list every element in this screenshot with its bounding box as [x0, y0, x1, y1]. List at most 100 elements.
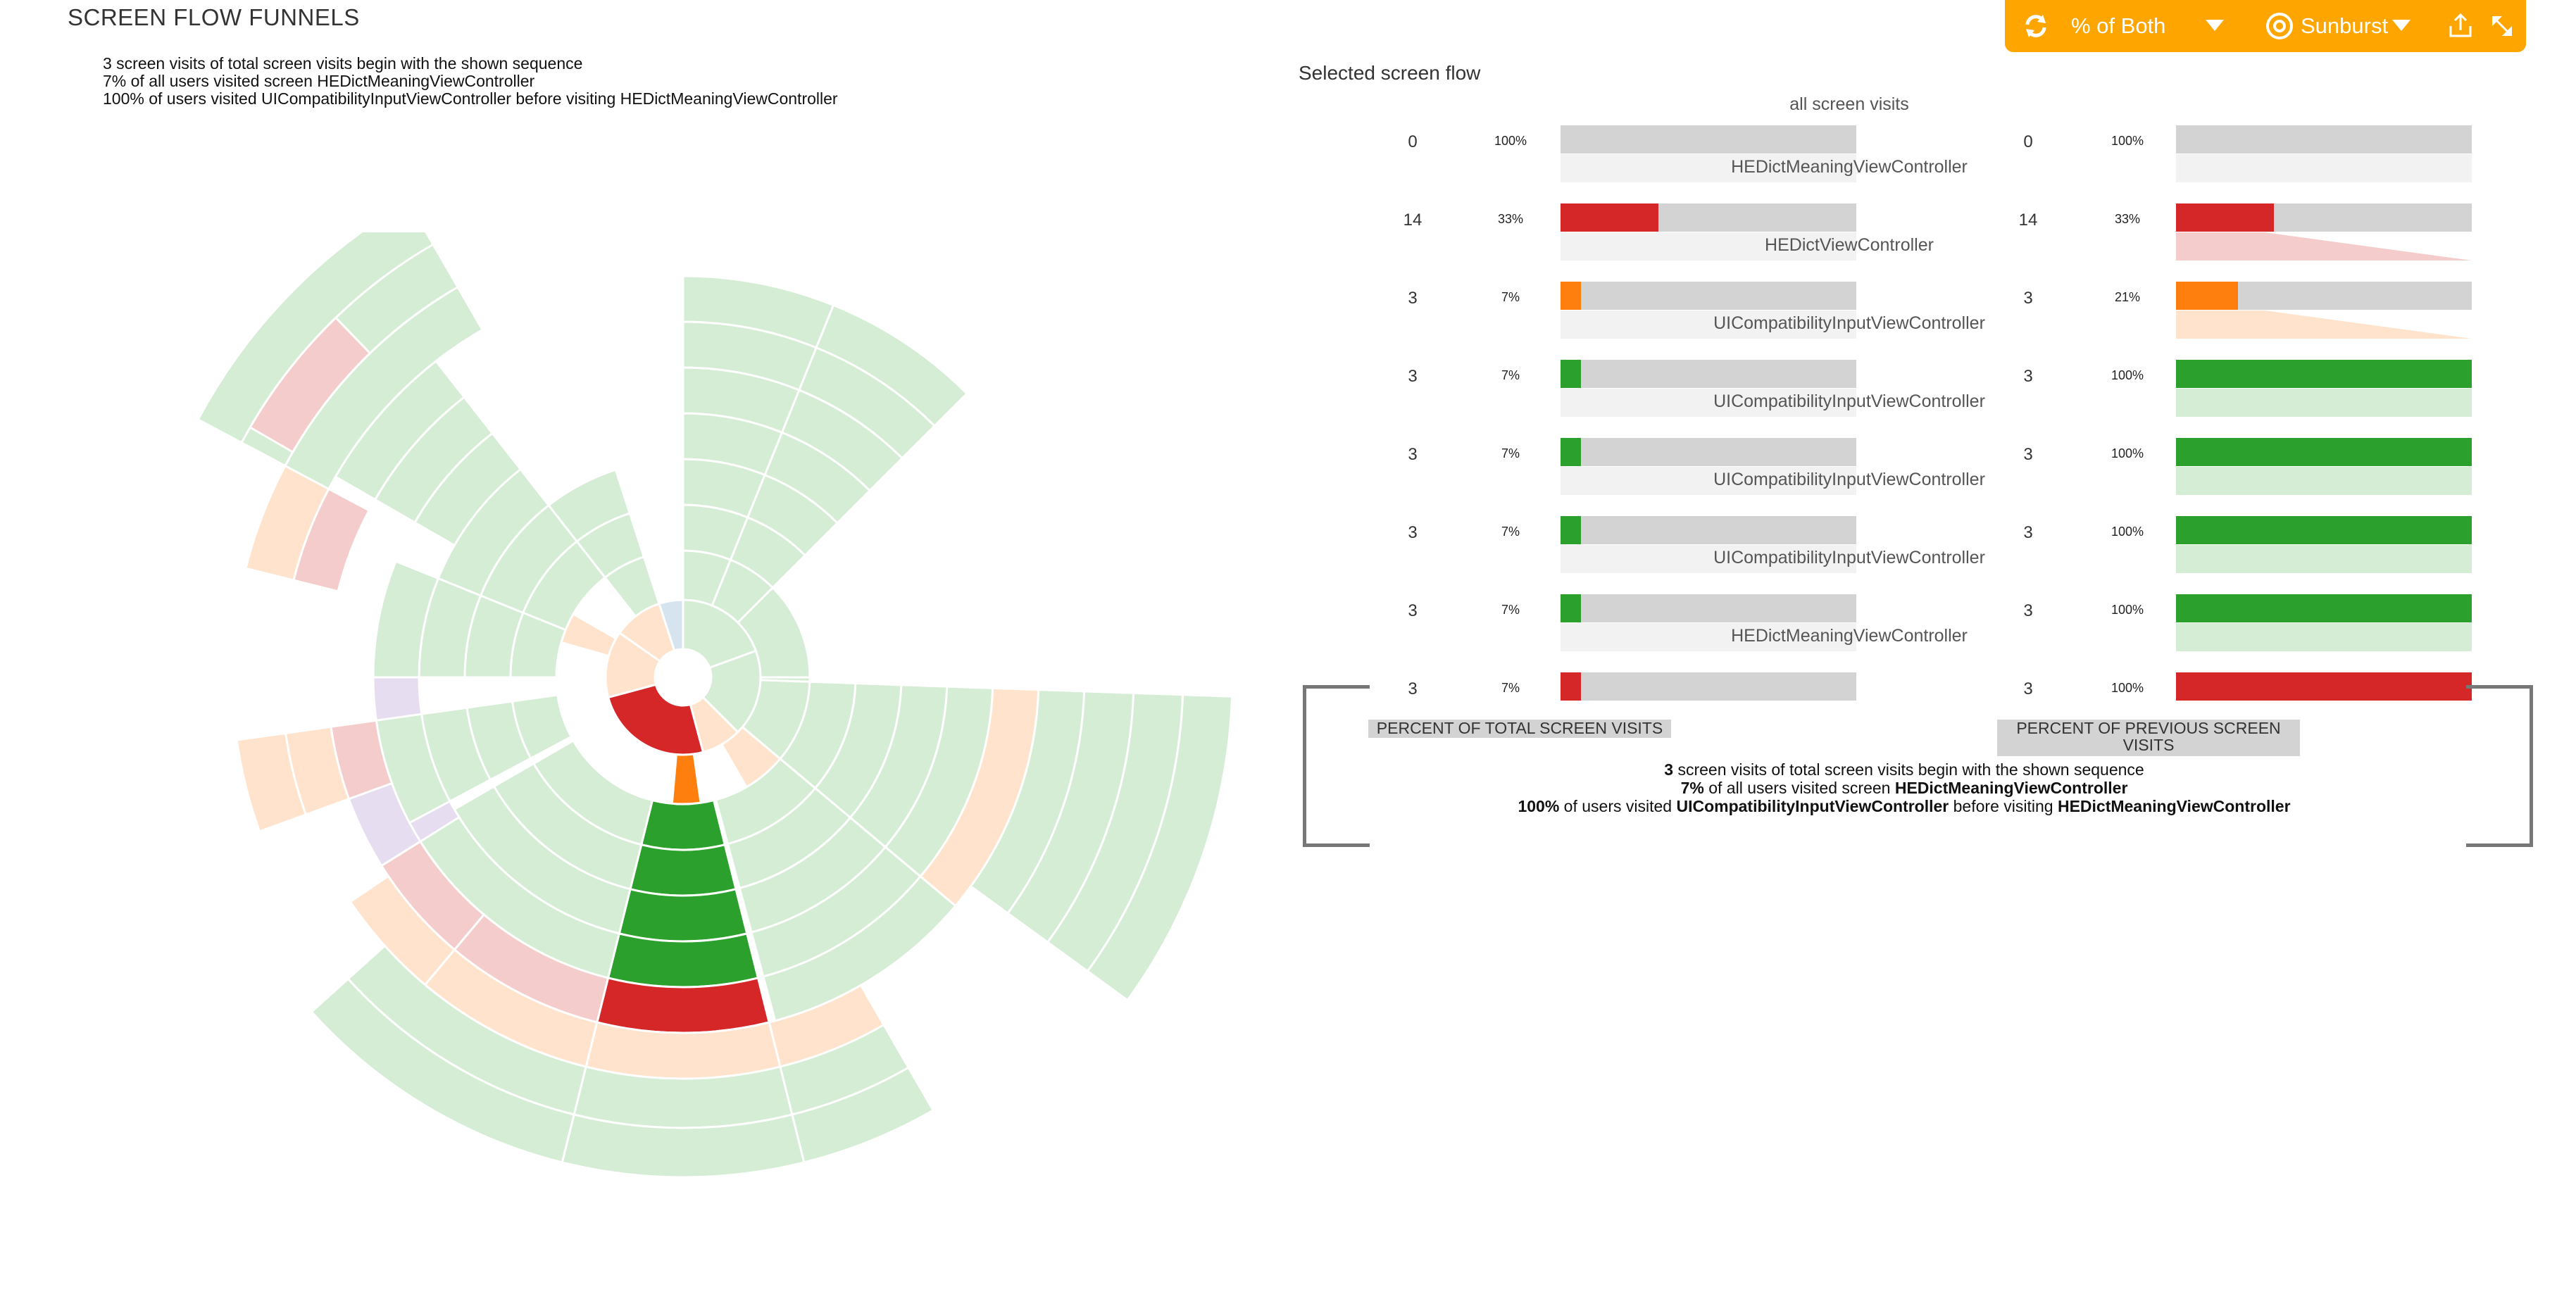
flow-total-bar-fill: [1561, 594, 1582, 622]
flow-total-pct: 7%: [1501, 681, 1520, 695]
flow-total-bar[interactable]: [1561, 594, 1856, 622]
caret-down-icon: [2392, 20, 2411, 31]
flow-prev-count: 3: [2023, 523, 2033, 542]
sunburst-segment[interactable]: [249, 316, 372, 454]
flow-prev-bar[interactable]: [2176, 516, 2472, 544]
flow-prev-label-bg: [2176, 389, 2472, 417]
flow-prev-bar[interactable]: [2176, 594, 2472, 622]
chart-type-label: Sunburst: [2301, 13, 2389, 38]
export-icon: [2449, 13, 2472, 37]
flow-prev-label-bg: [2176, 310, 2472, 339]
flow-prev-pct: 100%: [2111, 681, 2144, 695]
flow-prev-bar[interactable]: [2176, 438, 2472, 466]
mode-select[interactable]: % of Both: [2071, 0, 2165, 52]
flow-prev-label-bg: [2176, 623, 2472, 651]
flow-total-bar[interactable]: [1561, 438, 1856, 466]
flow-total-bar[interactable]: [1561, 125, 1856, 153]
mode-label: % of Both: [2071, 13, 2166, 38]
flow-total-count: 3: [1408, 679, 1418, 698]
sunburst-segment[interactable]: [1086, 694, 1234, 1002]
caret-down-icon: [2206, 20, 2224, 31]
flow-total-count: 3: [1408, 601, 1418, 620]
expand-icon: [2492, 16, 2512, 36]
flow-total-pct: 100%: [1494, 134, 1527, 148]
flow-prev-bar-fill: [2176, 360, 2472, 388]
flow-total-pct: 7%: [1501, 290, 1520, 304]
summary-line-2: 7% of all users visited screen HEDictMea…: [103, 72, 535, 90]
flow-total-bar[interactable]: [1561, 282, 1856, 310]
flow-prev-bar-fill: [2176, 672, 2472, 701]
sunburst-selected-segment[interactable]: [629, 843, 737, 897]
flow-prev-count: 3: [2023, 445, 2033, 464]
export-button[interactable]: [2446, 0, 2475, 52]
sunburst-segment[interactable]: [372, 676, 423, 722]
flow-total-bar[interactable]: [1561, 203, 1856, 232]
refresh-icon: [2025, 15, 2046, 37]
flow-summary: 3 screen visits of total screen visits b…: [1299, 760, 2510, 815]
flow-total-bar-fill: [1561, 203, 1658, 232]
flow-prev-label-bg: [2176, 467, 2472, 495]
flow-total-bar[interactable]: [1561, 360, 1856, 388]
sunburst-selected-segment[interactable]: [606, 932, 760, 989]
flow-prev-count: 3: [2023, 289, 2033, 308]
axis-label-total: PERCENT OF TOTAL SCREEN VISITS: [1368, 720, 1671, 738]
right-bracket: [2466, 685, 2533, 847]
flow-prev-pct: 100%: [2111, 525, 2144, 539]
axis-label-previous: PERCENT OF PREVIOUS SCREEN VISITS: [1997, 720, 2300, 756]
sunburst-selected-segment[interactable]: [639, 798, 727, 851]
sunburst-segment[interactable]: [762, 874, 957, 1022]
summary-line-1: 3 screen visits of total screen visits b…: [103, 54, 583, 73]
sunburst-segment[interactable]: [310, 977, 575, 1164]
flow-prev-bar-fill: [2176, 282, 2239, 310]
mode-dropdown-arrow[interactable]: [2206, 0, 2224, 52]
flow-prev-bar[interactable]: [2176, 203, 2472, 232]
flow-prev-count: 3: [2023, 601, 2033, 620]
sunburst-segment[interactable]: [658, 598, 684, 652]
flow-prev-pct: 100%: [2111, 368, 2144, 382]
flow-label-bg: [1561, 545, 1856, 573]
flow-screen-label: HEDictViewController: [1765, 235, 1934, 255]
flow-total-count: 0: [1408, 132, 1418, 151]
sunburst-segment[interactable]: [815, 303, 969, 428]
sunburst-segment[interactable]: [547, 468, 632, 544]
flow-prev-bar[interactable]: [2176, 282, 2472, 310]
chart-type-select[interactable]: Sunburst: [2265, 0, 2411, 52]
flow-total-bar[interactable]: [1561, 516, 1856, 544]
flow-prev-count: 0: [2023, 132, 2033, 151]
flow-total-pct: 7%: [1501, 446, 1520, 460]
flow-total-bar-fill: [1561, 516, 1582, 544]
flow-screen-label: HEDictMeaningViewController: [1731, 157, 1968, 177]
sunburst-icon: [2266, 13, 2293, 39]
flow-screen-label: HEDictMeaningViewController: [1731, 626, 1968, 646]
flow-prev-bar[interactable]: [2176, 125, 2472, 153]
summary-line-3: 100% of users visited UICompatibilityInp…: [103, 89, 838, 108]
sunburst-selected-segment[interactable]: [606, 683, 705, 756]
flow-total-pct: 7%: [1501, 603, 1520, 617]
flow-total-pct: 7%: [1501, 525, 1520, 539]
sunburst-segment[interactable]: [235, 732, 308, 833]
flow-total-count: 3: [1408, 445, 1418, 464]
refresh-button[interactable]: [2022, 0, 2050, 52]
flow-prev-bar[interactable]: [2176, 672, 2472, 701]
sunburst-segment[interactable]: [372, 560, 440, 679]
sunburst-selected-segment[interactable]: [618, 887, 749, 943]
flow-prev-label-bg: [2176, 154, 2472, 182]
toolbar: % of Both Sunburst: [2005, 0, 2526, 52]
flow-total-pct: 33%: [1497, 212, 1524, 226]
sunburst-selected-segment[interactable]: [670, 753, 702, 805]
flow-label-bg: [1561, 310, 1856, 339]
sunburst-chart[interactable]: [0, 232, 1268, 1260]
flow-prev-bar-fill: [2176, 594, 2472, 622]
flow-label-bg: [1561, 623, 1856, 651]
selected-flow-title: Selected screen flow: [1299, 62, 1481, 84]
flow-total-bar[interactable]: [1561, 672, 1856, 701]
flow-label-bg: [1561, 232, 1856, 261]
flow-prev-bar-fill: [2176, 438, 2472, 466]
flow-summary-line-2: 7% of all users visited screen HEDictMea…: [1680, 779, 2128, 797]
flow-prev-count: 3: [2023, 367, 2033, 386]
flow-prev-bar[interactable]: [2176, 360, 2472, 388]
flow-prev-pct: 33%: [2114, 212, 2141, 226]
flow-prev-label-bg: [2176, 232, 2472, 261]
expand-button[interactable]: [2488, 0, 2516, 52]
flow-prev-label-bg: [2176, 545, 2472, 573]
